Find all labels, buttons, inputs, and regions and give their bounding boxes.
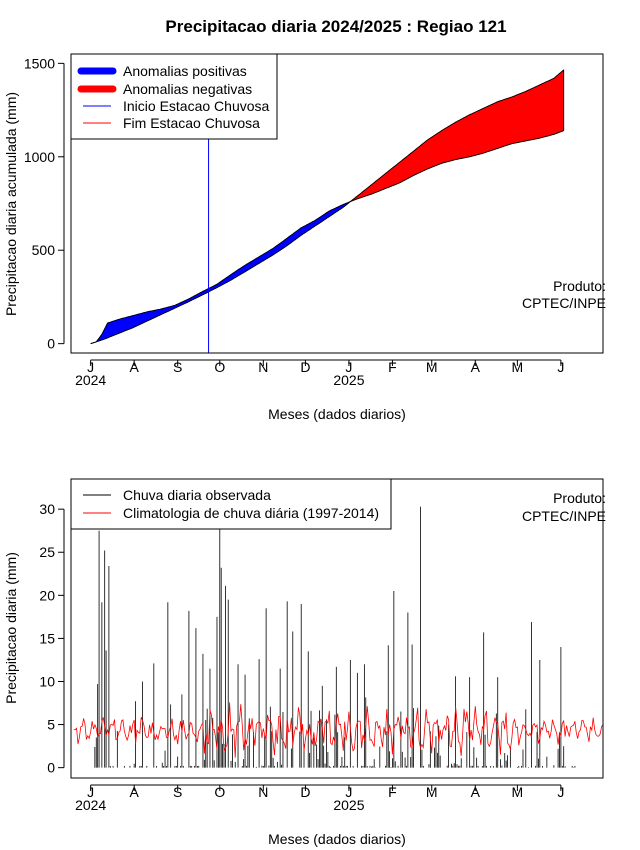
top-x-tick-label: M — [512, 359, 524, 375]
bottom-x-tick-label: A — [471, 784, 481, 800]
bottom-y-tick-label: 10 — [39, 673, 55, 689]
top-x-tick-label: A — [471, 359, 481, 375]
bottom-y-tick-label: 0 — [47, 760, 55, 776]
bottom-x-tick-label: N — [258, 784, 268, 800]
bottom-y-axis: 0 5 10 15 20 25 30 — [39, 501, 65, 776]
top-x-tick-label: J — [345, 359, 352, 375]
bottom-x-tick-label: M — [426, 784, 438, 800]
bottom-legend-box — [70, 478, 392, 530]
bottom-y-tick-label: 20 — [39, 587, 55, 603]
climatology-line — [73, 702, 604, 758]
bottom-y-tick-label: 15 — [39, 630, 55, 646]
legend-label-positive: Anomalias positivas — [123, 63, 247, 79]
top-year-label: 2024 — [75, 372, 106, 388]
bottom-y-tick-label: 30 — [39, 501, 55, 517]
top-product-label-line2: CPTEC/INPE — [522, 295, 606, 311]
top-x-axis-label: Meses (dados diarios) — [268, 406, 406, 422]
top-y-tick-label: 0 — [47, 336, 55, 352]
top-plot-frame — [70, 53, 604, 354]
top-y-axis: 0 500 1000 1500 — [24, 55, 65, 352]
bottom-legend: Chuva diaria observada Climatologia de c… — [70, 478, 392, 530]
top-accumulated-lines — [90, 69, 565, 345]
climatology-accumulated-line — [90, 69, 564, 345]
top-y-axis-label: Precipitacao diaria acumulada (mm) — [3, 92, 19, 316]
bottom-y-tick-label: 5 — [47, 717, 55, 733]
bottom-x-tick-label: J — [557, 784, 564, 800]
bottom-product-label-line2: CPTEC/INPE — [522, 508, 606, 524]
bottom-x-tick-label: D — [300, 784, 310, 800]
bottom-x-tick-label: M — [512, 784, 524, 800]
top-x-tick-label: A — [129, 359, 139, 375]
top-x-tick-label: S — [173, 359, 182, 375]
observed-accumulated-line — [90, 130, 564, 345]
bottom-x-tick-label: A — [129, 784, 139, 800]
top-x-tick-label: O — [214, 359, 225, 375]
bottom-year-label: 2025 — [333, 797, 364, 813]
top-y-tick-label: 1500 — [24, 55, 55, 71]
top-x-tick-label: M — [426, 359, 438, 375]
top-y-tick-label: 1000 — [24, 149, 55, 165]
top-legend: Anomalias positivas Anomalias negativas … — [70, 53, 278, 140]
top-year-label: 2025 — [333, 372, 364, 388]
bottom-x-tick-label: F — [388, 784, 397, 800]
top-x-tick-label: N — [258, 359, 268, 375]
chart-title: Precipitacao diaria 2024/2025 : Regiao 1… — [165, 17, 506, 36]
legend-label-climatology: Climatologia de chuva diária (1997-2014) — [123, 505, 379, 521]
top-y-tick-label: 500 — [32, 242, 56, 258]
legend-label-season-end: Fim Estacao Chuvosa — [123, 115, 260, 131]
bottom-x-axis-label: Meses (dados diarios) — [268, 831, 406, 847]
bottom-product-label-line1: Produto: — [553, 490, 606, 506]
bottom-x-tick-label: J — [87, 784, 94, 800]
legend-label-observed: Chuva diaria observada — [123, 487, 271, 503]
top-x-tick-label: F — [388, 359, 397, 375]
top-x-tick-label: J — [87, 359, 94, 375]
legend-label-season-start: Inicio Estacao Chuvosa — [123, 98, 270, 114]
top-x-tick-label: D — [300, 359, 310, 375]
bottom-observed-bars — [94, 506, 576, 768]
top-x-tick-label: J — [557, 359, 564, 375]
bottom-x-tick-label: J — [345, 784, 352, 800]
bottom-year-label: 2024 — [75, 797, 106, 813]
bottom-x-tick-label: S — [173, 784, 182, 800]
bottom-y-tick-label: 25 — [39, 544, 55, 560]
bottom-y-axis-label: Precipitacao diaria (mm) — [3, 552, 19, 704]
bottom-x-tick-label: O — [214, 784, 225, 800]
legend-label-negative: Anomalias negativas — [123, 81, 252, 97]
top-product-label-line1: Produto: — [553, 278, 606, 294]
